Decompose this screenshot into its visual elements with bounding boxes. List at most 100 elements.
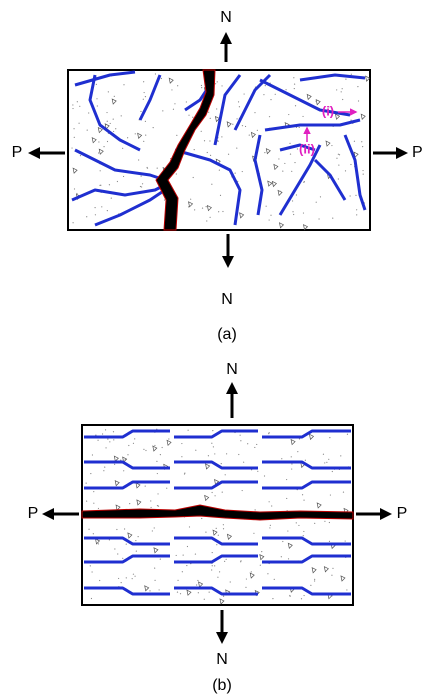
sand-dot [114, 463, 116, 465]
sand-dot [151, 530, 153, 532]
sand-dot [144, 485, 146, 487]
sand-dot [184, 472, 186, 474]
sand-dot [166, 487, 168, 489]
aggregate-grain [137, 132, 143, 139]
sand-dot [361, 141, 363, 143]
sand-dot [176, 591, 179, 593]
sand-dot [280, 556, 282, 558]
sand-dot [143, 140, 145, 142]
force-label: N [220, 9, 232, 26]
sand-dot [288, 113, 290, 116]
sand-dot [120, 115, 122, 117]
sand-dot [256, 443, 258, 446]
sand-dot [216, 544, 218, 546]
sand-dot [120, 459, 122, 461]
sand-dot [344, 170, 347, 172]
sand-dot [268, 433, 270, 435]
sand-dot [201, 207, 204, 209]
sand-dot [141, 183, 144, 185]
sand-dot [142, 98, 144, 100]
sand-dot [188, 114, 190, 116]
aggregate-grain [226, 121, 232, 128]
sand-dot [314, 578, 316, 580]
sand-dot [116, 180, 119, 183]
sand-dot [192, 176, 194, 179]
sand-dot [122, 175, 125, 178]
aggregate-grain [226, 533, 233, 540]
sand-dot [179, 593, 182, 595]
sand-dot [104, 429, 107, 431]
sand-dot [160, 77, 162, 80]
sand-dot [217, 576, 219, 578]
sand-dot [267, 573, 269, 575]
sand-dot [357, 100, 360, 102]
sand-dot [315, 201, 317, 203]
crack-label: (i) [322, 103, 334, 118]
sand-dot [209, 154, 212, 157]
sand-dot [232, 123, 234, 125]
sand-dot [278, 158, 280, 160]
sand-dot [264, 85, 266, 87]
sand-dot [132, 442, 135, 444]
sand-dot [331, 574, 333, 576]
sand-dot [73, 136, 75, 138]
sand-dot [110, 197, 112, 199]
sand-dot [117, 577, 120, 580]
sand-dot [71, 147, 73, 149]
sand-dot [211, 565, 213, 567]
sand-dot [216, 81, 218, 83]
sand-dot [329, 494, 332, 496]
sand-dot [332, 567, 334, 569]
sand-dot [303, 594, 305, 597]
sand-dot [274, 93, 276, 95]
aggregate-grain [365, 75, 371, 82]
sand-dot [356, 214, 358, 216]
sand-dot [298, 524, 300, 527]
aggregate-grain [152, 445, 158, 452]
sand-dot [234, 172, 236, 174]
sand-dot [291, 468, 293, 470]
sand-dot [101, 433, 104, 435]
sand-dot [243, 93, 245, 95]
sand-dot [175, 173, 177, 175]
sand-dot [96, 98, 98, 100]
sand-dot [254, 446, 256, 449]
sand-dot [85, 482, 87, 484]
aggregate-grain [206, 204, 212, 212]
aggregate [85, 428, 350, 605]
sand-dot [137, 536, 139, 538]
sand-dot [135, 550, 137, 552]
sand-dot [217, 534, 219, 536]
sand-dot [115, 128, 117, 130]
sand-dot [289, 595, 291, 597]
sand-dot [140, 110, 142, 113]
sand-dot [256, 129, 258, 131]
sand-dot [168, 438, 170, 440]
sand-dot [291, 463, 293, 465]
sand-dot [154, 444, 156, 447]
sand-dot [310, 584, 312, 586]
sand-dot [105, 447, 107, 449]
sand-dot [250, 571, 252, 573]
sand-dot [206, 220, 208, 222]
sand-dot [282, 540, 284, 543]
sand-dot [197, 592, 199, 594]
caption: (a) [217, 326, 237, 343]
sand-dot [108, 539, 110, 541]
sand-dot [239, 434, 241, 436]
sand-dot [229, 581, 231, 583]
aggregate-grain [212, 529, 218, 536]
sand-dot [208, 111, 210, 113]
sand-dot [132, 573, 135, 575]
aggregate-grain [153, 547, 159, 554]
crack-line [84, 480, 170, 490]
sand-dot [150, 500, 152, 502]
sand-dot [134, 575, 136, 577]
sand-dot [207, 455, 210, 457]
cracks [84, 429, 351, 596]
sand-dot [134, 438, 136, 440]
sand-dot [296, 148, 299, 150]
sand-dot [303, 499, 305, 501]
sand-dot [241, 489, 243, 492]
